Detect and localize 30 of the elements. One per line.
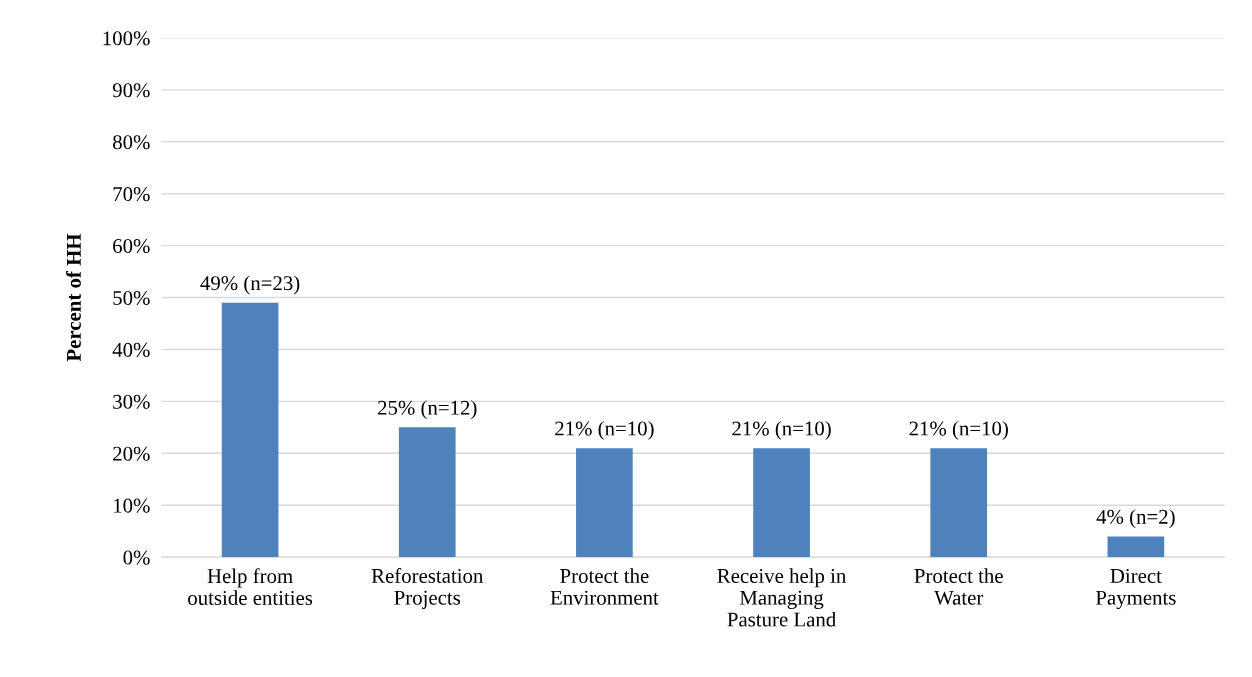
data-label: 21% (n=10) xyxy=(909,420,1008,440)
y-tick-label: 60% xyxy=(113,238,150,254)
y-tick-label: 80% xyxy=(113,135,150,150)
x-tick-label: Protect the Environment xyxy=(550,568,659,605)
x-tick-label: Receive help in Managing Pasture Land xyxy=(717,568,847,627)
data-label: 49% (n=23) xyxy=(200,275,300,295)
y-tick-label: 100% xyxy=(103,31,150,46)
data-label: 4% (n=2) xyxy=(1096,509,1175,529)
x-tick-label: Direct Payments xyxy=(1095,568,1176,610)
x-tick-label: Reforestation Projects xyxy=(371,568,484,609)
x-tick-label: Help from outside entities xyxy=(188,568,313,605)
y-tick-label: 50% xyxy=(113,290,150,306)
y-tick-label: 40% xyxy=(112,342,150,357)
y-tick-label: 30% xyxy=(113,394,150,409)
y-tick-label: 20% xyxy=(113,446,150,461)
x-tick-label: Protect the Water xyxy=(914,568,1003,605)
bar xyxy=(753,448,810,558)
y-tick-label: 70% xyxy=(113,187,150,202)
bar xyxy=(398,427,456,558)
y-tick-label: 10% xyxy=(114,498,150,513)
bar xyxy=(576,448,633,558)
data-label: 21% (n=10) xyxy=(732,420,831,440)
y-axis-title: Percent of HH xyxy=(66,233,81,362)
y-tick-label: 90% xyxy=(112,83,150,98)
data-label: 25% (n=12) xyxy=(378,400,477,420)
y-tick-label: 0% xyxy=(123,550,150,565)
bar xyxy=(221,302,279,558)
data-label: 21% (n=10) xyxy=(555,420,654,440)
bar xyxy=(1107,536,1165,558)
bar xyxy=(930,448,988,558)
